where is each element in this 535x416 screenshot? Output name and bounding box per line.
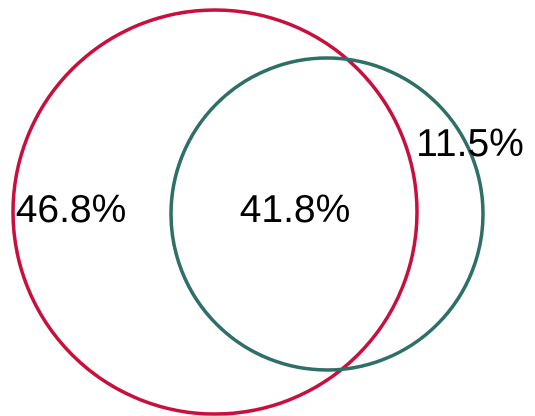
venn-circle-right xyxy=(169,56,485,372)
left-only-percentage: 46.8% xyxy=(16,188,127,231)
overlap-percentage: 41.8% xyxy=(240,188,351,231)
venn-circle-left xyxy=(11,8,419,416)
right-only-percentage: 11.5% xyxy=(416,122,524,165)
